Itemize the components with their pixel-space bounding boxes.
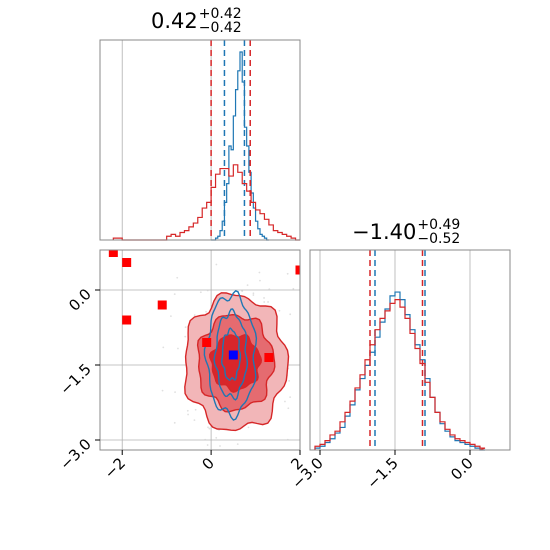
joint-sample-point — [288, 379, 291, 382]
joint-sample-point — [206, 444, 209, 446]
joint-blue-contour — [220, 327, 242, 381]
joint-sample-point — [174, 391, 176, 394]
marginal-x-title-minus: −0.42 — [198, 20, 242, 36]
joint-sample-point — [252, 294, 255, 296]
joint-sample-point — [193, 314, 196, 317]
joint-sample-point — [263, 301, 266, 303]
marginal-y-title-minus: −0.52 — [417, 231, 461, 247]
joint-sample-point — [292, 287, 295, 290]
marginal-x-background — [100, 40, 300, 240]
marginal-x-title: 0.42 +0.42 −0.42 — [151, 7, 242, 35]
joint-sample-point — [247, 426, 250, 429]
joint-blue-square-marker — [228, 350, 238, 360]
marginal-x-title-pm: +0.42 −0.42 — [199, 7, 242, 35]
joint-sample-point — [267, 301, 269, 303]
joint-sample-point — [219, 445, 221, 447]
joint-sample-point — [206, 289, 209, 292]
joint-sample-point — [162, 346, 165, 349]
joint-blue-contour — [203, 289, 258, 421]
joint-sample-point — [170, 315, 172, 317]
joint-x-tick-label: 0 — [198, 454, 217, 473]
joint-sample-point — [258, 271, 261, 274]
joint-red-square-marker — [122, 258, 132, 267]
joint-sample-point — [176, 276, 179, 279]
joint-sample-point — [278, 309, 281, 312]
joint-sample-point — [253, 458, 255, 460]
marginal-x-title-plus: +0.42 — [198, 6, 242, 22]
joint-y-tick-label: −1.5 — [56, 360, 94, 398]
marginal-x-panel — [99, 39, 301, 241]
joint-sample-point — [208, 427, 211, 430]
joint-sample-point — [303, 357, 305, 359]
joint-sample-point — [193, 419, 196, 422]
joint-sample-point — [168, 245, 170, 247]
joint-sample-point — [161, 389, 164, 392]
joint-sample-point — [177, 347, 179, 350]
marginal-y-panel — [309, 249, 511, 451]
joint-sample-point — [259, 279, 261, 282]
joint-sample-point — [184, 326, 187, 329]
marginal-y-hist-red — [314, 299, 486, 451]
joint-sample-point — [205, 310, 207, 313]
joint-sample-point — [184, 335, 187, 338]
joint-sample-point — [173, 293, 176, 296]
joint-x-tick-label: −2 — [101, 454, 129, 482]
joint-sample-point — [204, 438, 207, 441]
joint-plot-area — [108, 245, 306, 503]
joint-red-square-marker — [122, 315, 132, 325]
joint-sample-point — [287, 407, 290, 410]
joint-panel — [99, 245, 306, 503]
joint-sample-point — [236, 443, 239, 446]
joint-sample-point — [186, 409, 189, 412]
joint-red-square-marker — [202, 338, 212, 347]
joint-red-square-marker — [157, 300, 167, 310]
joint-sample-point — [241, 289, 243, 292]
joint-sample-point — [286, 456, 288, 458]
joint-blue-contour — [213, 308, 249, 401]
marginal-y-x-tick-label: −1.5 — [363, 454, 401, 492]
joint-sample-point — [215, 436, 218, 439]
marginal-y-background — [310, 250, 510, 450]
marginal-y-frame — [309, 249, 511, 451]
joint-sample-point — [286, 272, 289, 275]
joint-sample-point — [268, 288, 271, 291]
joint-sample-point — [194, 408, 197, 411]
joint-y-tick-label: 0.0 — [65, 285, 95, 315]
marginal-x-title-value: 0.42 — [151, 9, 198, 33]
marginal-y-title-plus: +0.49 — [417, 217, 461, 233]
joint-sample-point — [246, 284, 249, 287]
marginal-y-title-pm: +0.49 −0.52 — [417, 218, 460, 246]
joint-sample-point — [286, 438, 289, 441]
joint-sample-point — [173, 421, 176, 424]
joint-sample-point — [199, 291, 202, 294]
joint-red-square-marker — [295, 265, 300, 275]
marginal-y-hist-blue — [314, 291, 485, 451]
joint-sample-point — [284, 400, 286, 403]
joint-sample-point — [289, 396, 292, 399]
joint-sample-point — [304, 421, 306, 423]
joint-y-tick-label: −3.0 — [56, 435, 94, 473]
marginal-y-x-tick-label: 0.0 — [447, 454, 477, 484]
joint-sample-point — [148, 501, 150, 503]
marginal-x-hist-blue — [211, 51, 269, 241]
marginal-y-title-value: −1.40 — [352, 220, 417, 244]
joint-sample-point — [252, 292, 255, 295]
joint-frame — [99, 249, 301, 451]
joint-red-square-marker — [108, 250, 118, 257]
marginal-x-frame — [99, 39, 301, 241]
joint-sample-point — [207, 426, 209, 429]
marginal-y-title: −1.40 +0.49 −0.52 — [352, 218, 460, 246]
joint-sample-point — [215, 263, 218, 266]
joint-sample-point — [263, 297, 265, 299]
joint-sample-point — [289, 313, 292, 316]
joint-sample-point — [187, 413, 189, 416]
joint-red-square-marker — [264, 353, 274, 362]
